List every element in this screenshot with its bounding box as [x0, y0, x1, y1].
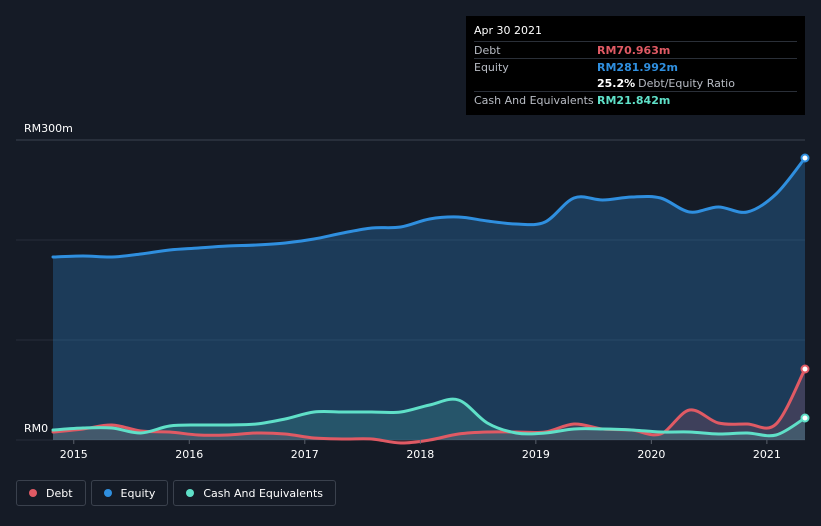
- cash-and-equivalents-end-point: [800, 413, 810, 423]
- x-axis-ticks: 2015 2016 2017 2018 2019 2020 2021: [60, 440, 781, 461]
- x-tick-label: 2018: [406, 448, 434, 461]
- debt-end-point: [800, 364, 810, 374]
- equity-dot-icon: [103, 489, 112, 497]
- legend-label-cash: Cash And Equivalents: [203, 486, 323, 500]
- grid-lines: [16, 139, 805, 441]
- tooltip-ratio-value: 25.2%: [597, 76, 636, 90]
- tooltip-ratio-label: Debt/Equity Ratio: [638, 76, 735, 90]
- equity-area: [53, 158, 805, 440]
- x-tick-label: 2016: [175, 448, 203, 461]
- debt-dot-icon: [29, 489, 37, 497]
- tooltip-row-equity: Equity RM281.992m: [474, 58, 797, 75]
- tooltip-equity-value: RM281.992m: [597, 60, 678, 74]
- tooltip-row-debt: Debt RM70.963m: [474, 41, 797, 58]
- legend-item-debt[interactable]: Debt: [16, 480, 86, 506]
- debt-area: [53, 369, 805, 444]
- cash-dot-icon: [186, 489, 195, 497]
- tooltip-cash-label: Cash And Equivalents: [474, 93, 594, 107]
- legend-label-equity: Equity: [120, 486, 156, 500]
- equity-line: [51, 156, 807, 259]
- x-tick-label: 2019: [522, 448, 550, 461]
- x-tick-label: 2017: [291, 448, 319, 461]
- tooltip-row-ratio: 25.2% Debt/Equity Ratio: [474, 75, 797, 91]
- tooltip-equity-label: Equity: [474, 60, 509, 74]
- tooltip-date: Apr 30 2021: [474, 24, 543, 37]
- tooltip-row-cash: Cash And Equivalents RM21.842m: [474, 91, 797, 108]
- legend-label-debt: Debt: [46, 486, 73, 500]
- tooltip-debt-label: Debt: [474, 43, 501, 57]
- tooltip-debt-value: RM70.963m: [597, 43, 671, 57]
- series-areas: [53, 158, 805, 444]
- y-axis-top-label: RM300m: [24, 122, 73, 135]
- series-lines: [51, 156, 807, 445]
- debt-line: [51, 367, 807, 445]
- tooltip-panel: Apr 30 2021 Debt RM70.963m Equity RM281.…: [466, 16, 805, 115]
- legend-item-cash[interactable]: Cash And Equivalents: [173, 480, 336, 506]
- x-tick-label: 2021: [753, 448, 781, 461]
- tooltip-cash-value: RM21.842m: [597, 93, 671, 107]
- cash-and-equivalents-line: [51, 397, 807, 438]
- x-tick-label: 2020: [637, 448, 665, 461]
- end-markers: [800, 153, 810, 423]
- legend-item-equity[interactable]: Equity: [90, 480, 169, 506]
- chart-legend: Debt Equity Cash And Equivalents: [16, 480, 336, 506]
- equity-end-point: [800, 153, 810, 163]
- y-axis-bottom-label: RM0: [24, 422, 49, 435]
- x-tick-label: 2015: [60, 448, 88, 461]
